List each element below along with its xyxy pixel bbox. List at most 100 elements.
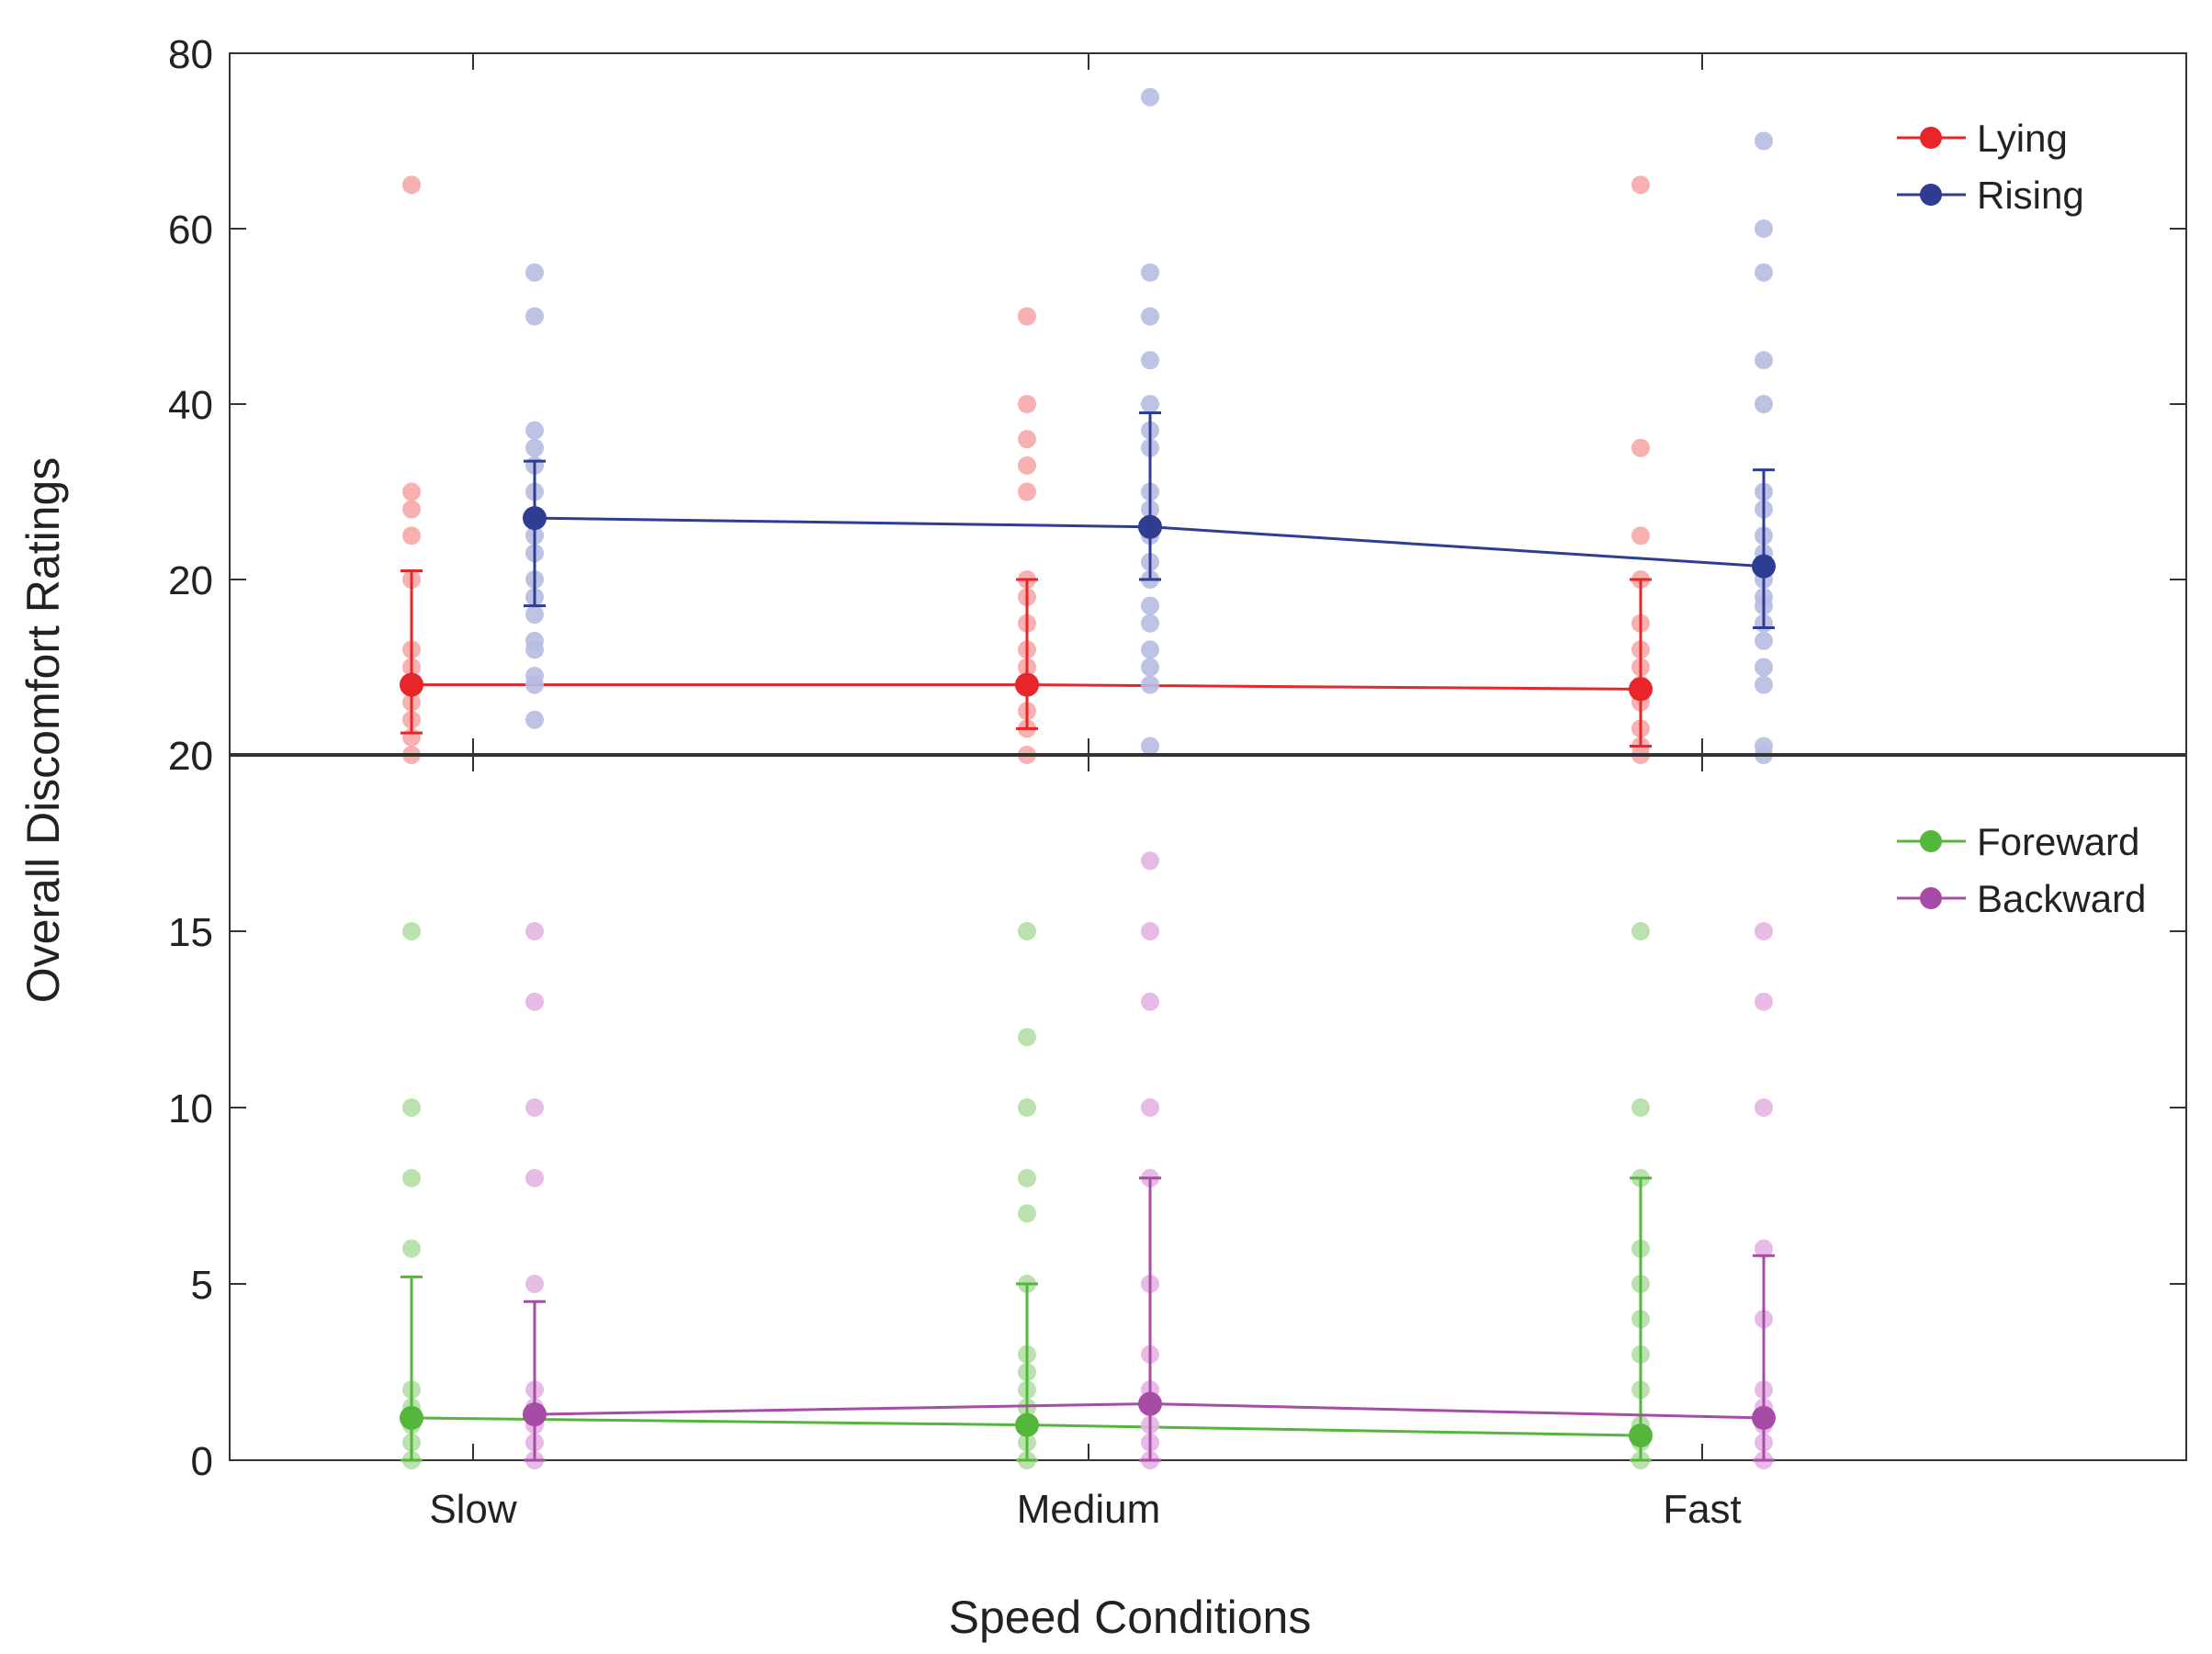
top-ytick-label: 20 — [168, 558, 213, 603]
top-raw-point — [1141, 596, 1159, 615]
top-raw-point — [525, 710, 544, 729]
bottom-ytick-label: 10 — [168, 1086, 213, 1131]
bottom-panel-frame — [229, 754, 2187, 1461]
top-raw-point — [1755, 395, 1773, 413]
top-raw-point — [525, 421, 544, 440]
top-raw-point — [1141, 351, 1159, 370]
bottom-raw-point — [402, 1239, 421, 1258]
bottom-ytick-label: 20 — [168, 734, 213, 779]
top-raw-point — [525, 675, 544, 694]
bottom-raw-point — [1755, 992, 1773, 1011]
bottom-mean-point — [400, 1405, 423, 1430]
y-axis-title: Overall Discomfort Ratings — [17, 457, 69, 1004]
bottom-raw-point — [402, 1168, 421, 1187]
top-legend-marker — [1920, 184, 1942, 206]
top-raw-point — [1141, 87, 1159, 107]
top-raw-point — [1141, 613, 1159, 633]
bottom-mean-point — [523, 1402, 547, 1427]
top-raw-point — [525, 640, 544, 659]
top-raw-point — [1755, 219, 1773, 238]
top-legend-marker — [1920, 127, 1942, 149]
bottom-legend-label: Foreward — [1977, 820, 2139, 863]
top-raw-point — [1141, 263, 1159, 282]
bottom-raw-point — [1755, 922, 1773, 940]
bottom-raw-point — [1018, 1098, 1036, 1117]
bottom-raw-point — [1631, 922, 1650, 940]
top-legend-label: Lying — [1977, 117, 2068, 160]
bottom-raw-point — [1018, 1204, 1036, 1223]
top-raw-point — [402, 526, 421, 546]
top-raw-point — [1018, 482, 1036, 501]
bottom-raw-point — [1755, 1239, 1773, 1258]
bottom-raw-point — [1141, 851, 1159, 871]
top-raw-point — [1018, 430, 1036, 449]
bottom-raw-point — [1018, 1168, 1036, 1187]
bottom-mean-point — [1015, 1412, 1039, 1437]
top-raw-point — [1141, 395, 1159, 413]
bottom-ytick-label: 5 — [191, 1263, 213, 1308]
bottom-raw-point — [402, 1098, 421, 1117]
top-raw-point — [1755, 658, 1773, 677]
bottom-raw-point — [525, 992, 544, 1011]
bottom-mean-point — [1138, 1391, 1162, 1416]
bottom-raw-point — [1018, 1028, 1036, 1047]
bottom-raw-point — [1141, 922, 1159, 940]
top-raw-point — [1018, 395, 1036, 413]
bottom-raw-point — [525, 1275, 544, 1293]
bottom-legend-marker — [1920, 887, 1942, 909]
top-raw-point — [1755, 263, 1773, 282]
top-raw-point — [402, 175, 421, 195]
top-raw-point — [1631, 526, 1650, 546]
top-legend-label: Rising — [1977, 174, 2084, 217]
bottom-raw-point — [525, 922, 544, 940]
top-mean-point — [523, 506, 547, 531]
bottom-legend-label: Backward — [1977, 877, 2146, 920]
top-raw-point — [525, 438, 544, 457]
top-raw-point — [525, 307, 544, 326]
bottom-raw-point — [1141, 992, 1159, 1011]
x-category-label: Fast — [1663, 1487, 1742, 1532]
top-raw-point — [1631, 175, 1650, 195]
bottom-raw-point — [1631, 1098, 1650, 1117]
top-mean-point — [1629, 677, 1653, 702]
top-raw-point — [1141, 307, 1159, 326]
top-ytick-label: 20 — [168, 734, 213, 779]
top-ytick-label: 40 — [168, 383, 213, 428]
top-raw-point — [1141, 658, 1159, 677]
bottom-raw-point — [402, 922, 421, 940]
top-mean-point — [400, 672, 423, 697]
bottom-ytick-label: 0 — [191, 1439, 213, 1484]
top-raw-point — [525, 605, 544, 624]
top-mean-point — [1138, 514, 1162, 539]
bottom-ytick-label: 15 — [168, 910, 213, 955]
top-mean-point — [1752, 554, 1776, 579]
bottom-legend-marker — [1920, 830, 1942, 852]
x-axis-title: Speed Conditions — [949, 1592, 1312, 1643]
top-ytick-label: 80 — [168, 32, 213, 77]
top-raw-point — [402, 500, 421, 519]
top-raw-point — [1018, 307, 1036, 326]
bottom-mean-point — [1752, 1405, 1776, 1430]
top-raw-point — [1755, 351, 1773, 370]
bottom-mean-point — [1629, 1423, 1653, 1448]
top-raw-point — [1018, 456, 1036, 475]
x-category-label: Slow — [429, 1487, 517, 1532]
bottom-raw-point — [1755, 1098, 1773, 1117]
top-raw-point — [402, 482, 421, 501]
top-raw-point — [1141, 675, 1159, 694]
x-category-label: Medium — [1017, 1487, 1161, 1532]
top-mean-point — [1015, 672, 1039, 697]
top-raw-point — [1631, 438, 1650, 457]
top-raw-point — [1755, 131, 1773, 151]
top-raw-point — [1141, 737, 1159, 756]
top-panel-frame — [229, 52, 2187, 756]
bottom-raw-point — [1018, 922, 1036, 940]
top-raw-point — [525, 263, 544, 282]
top-ytick-label: 60 — [168, 208, 213, 253]
bottom-raw-point — [525, 1098, 544, 1117]
bottom-raw-point — [525, 1168, 544, 1187]
top-raw-point — [1755, 675, 1773, 694]
top-raw-point — [1755, 631, 1773, 650]
bottom-raw-point — [1141, 1098, 1159, 1117]
